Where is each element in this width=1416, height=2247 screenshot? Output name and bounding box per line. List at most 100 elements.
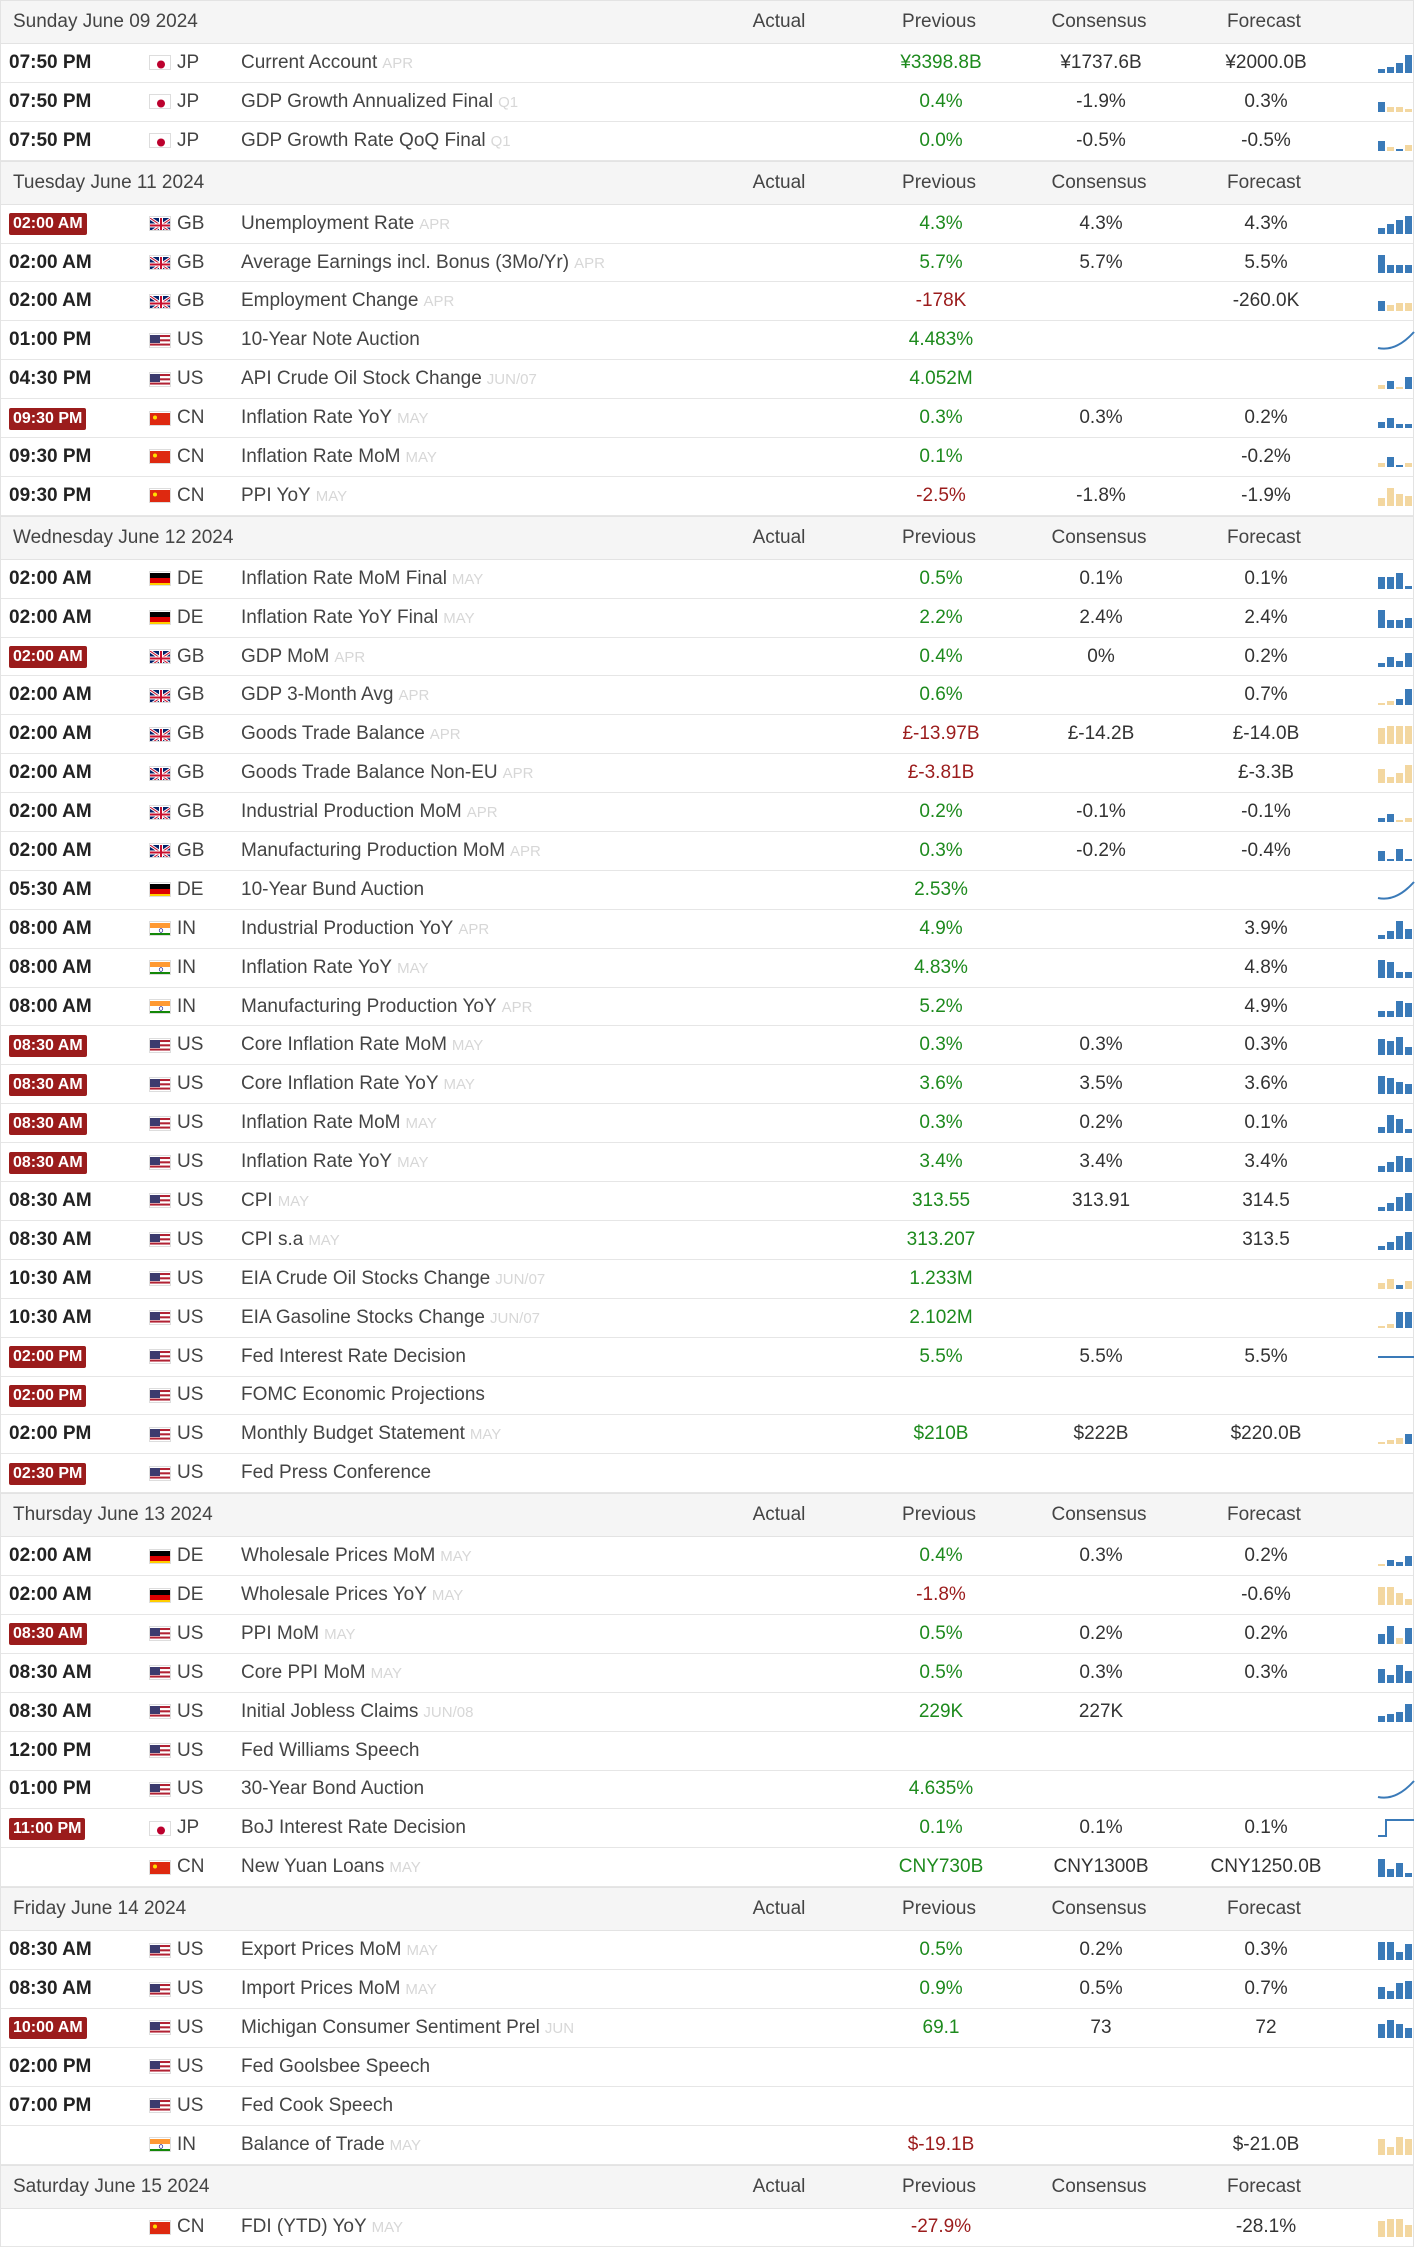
sparkline[interactable] [1351, 212, 1416, 236]
event-name-text[interactable]: Inflation Rate MoM [241, 446, 400, 467]
event-name-text[interactable]: GDP 3-Month Avg [241, 684, 393, 705]
event-name-text[interactable]: Balance of Trade [241, 2134, 385, 2155]
event-name-text[interactable]: Goods Trade Balance [241, 723, 425, 744]
event-name-text[interactable]: Manufacturing Production YoY [241, 996, 497, 1017]
event-name-text[interactable]: Inflation Rate YoY Final [241, 607, 438, 628]
sparkline[interactable] [1351, 328, 1416, 352]
sparkline[interactable] [1351, 1422, 1416, 1446]
sparkline[interactable] [1351, 1150, 1416, 1174]
event-name-text[interactable]: PPI MoM [241, 1623, 319, 1644]
sparkline[interactable] [1351, 51, 1416, 75]
event-name-text[interactable]: Michigan Consumer Sentiment Prel [241, 2017, 540, 2038]
sparkline[interactable] [1351, 645, 1416, 669]
sparkline[interactable] [1351, 1267, 1416, 1291]
sparkline[interactable] [1351, 367, 1416, 391]
event-name-text[interactable]: Import Prices MoM [241, 1978, 400, 1999]
sparkline[interactable] [1351, 2016, 1416, 2040]
event-name-text[interactable]: FDI (YTD) YoY [241, 2216, 367, 2237]
sparkline[interactable] [1351, 1622, 1416, 1646]
event-name-text[interactable]: EIA Crude Oil Stocks Change [241, 1268, 490, 1289]
sparkline[interactable] [1351, 1938, 1416, 1962]
sparkline[interactable] [1351, 761, 1416, 785]
sparkline[interactable] [1351, 1111, 1416, 1135]
event-name[interactable]: Fed Press Conference [241, 1462, 701, 1484]
sparkline[interactable] [1351, 406, 1416, 430]
sparkline[interactable] [1351, 995, 1416, 1019]
sparkline[interactable] [1351, 839, 1416, 863]
event-name-text[interactable]: Inflation Rate YoY [241, 407, 392, 428]
event-name-text[interactable]: Wholesale Prices MoM [241, 1545, 435, 1566]
event-name[interactable]: 10-Year Bund Auction [241, 879, 701, 901]
event-name[interactable]: Average Earnings incl. Bonus (3Mo/Yr)APR [241, 252, 701, 274]
event-name-text[interactable]: Fed Press Conference [241, 1462, 431, 1483]
event-name-text[interactable]: CPI s.a [241, 1229, 303, 1250]
sparkline[interactable] [1351, 956, 1416, 980]
event-name[interactable]: Fed Interest Rate Decision [241, 1346, 701, 1368]
event-name[interactable]: Fed Williams Speech [241, 1740, 701, 1762]
sparkline[interactable] [1351, 484, 1416, 508]
sparkline[interactable] [1351, 1544, 1416, 1568]
event-name-text[interactable]: Industrial Production MoM [241, 801, 462, 822]
sparkline[interactable] [1351, 1033, 1416, 1057]
sparkline[interactable] [1351, 1977, 1416, 2001]
sparkline[interactable] [1351, 1855, 1416, 1879]
event-name-text[interactable]: GDP Growth Annualized Final [241, 91, 493, 112]
event-name-text[interactable]: 10-Year Bund Auction [241, 879, 424, 900]
event-name-text[interactable]: GDP Growth Rate QoQ Final [241, 130, 486, 151]
sparkline[interactable] [1351, 1777, 1416, 1801]
event-name-text[interactable]: Goods Trade Balance Non-EU [241, 762, 498, 783]
sparkline[interactable] [1351, 683, 1416, 707]
event-name[interactable]: FOMC Economic Projections [241, 1384, 701, 1406]
